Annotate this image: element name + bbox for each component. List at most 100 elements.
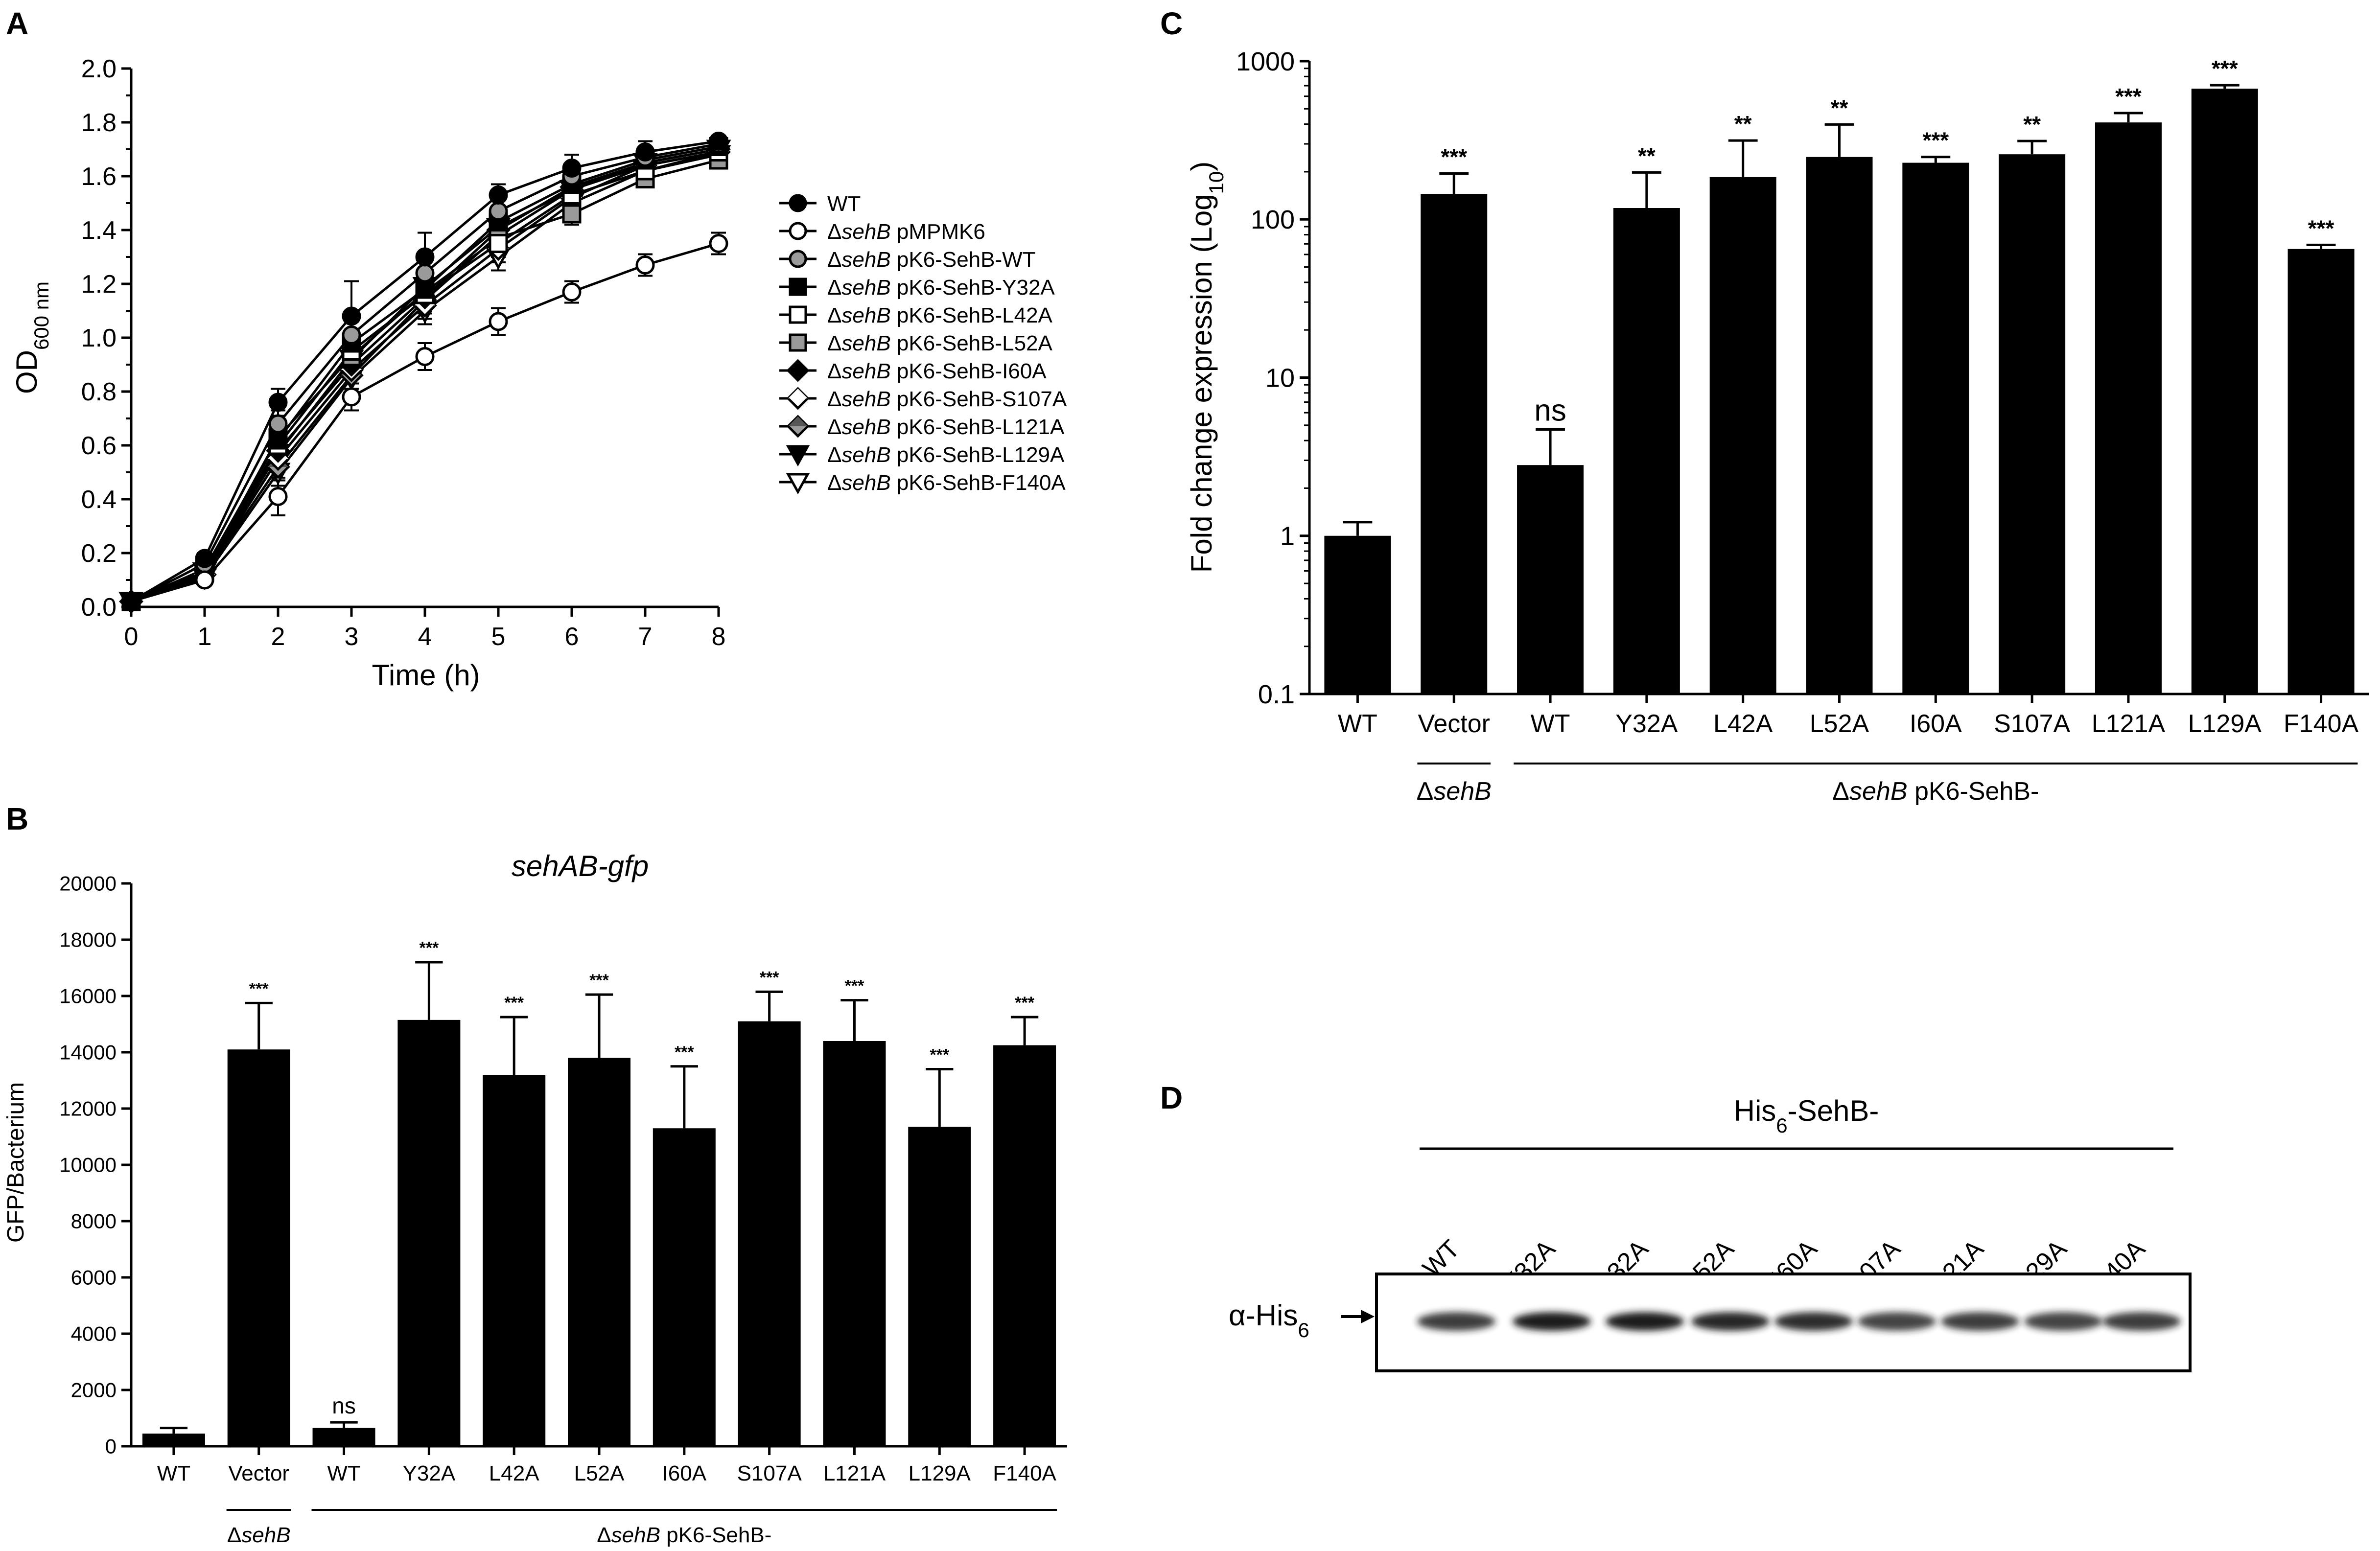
legend-marker-half [788, 389, 808, 398]
panel-c-significance: *** [1441, 144, 1467, 169]
panel-a-series [118, 132, 731, 615]
legend-entry: ΔsehB pK6-SehB-S107A [827, 387, 1067, 411]
panel-b-group-label: ΔsehB [227, 1523, 291, 1547]
panel-c-y-tick-label: 0.1 [1258, 680, 1295, 709]
panel-b-significance: *** [589, 971, 609, 990]
panel-a-y-tick-label: 1.2 [81, 270, 117, 299]
panel-b-bar [397, 1019, 461, 1446]
panel-b: B sehAB-gfp GFP/Bacterium 0 2000 4000 6000 8… [3, 801, 1067, 1547]
panel-c-bar [2191, 89, 2258, 694]
panel-b-significance: *** [1015, 994, 1034, 1012]
panel-b-y-tick-label: 16000 [59, 985, 117, 1008]
panel-b-y-tick-label: 8000 [71, 1210, 117, 1233]
panel-c-x-tick-label: Y32A [1615, 710, 1678, 738]
data-point [489, 202, 508, 221]
panel-c-significance: ** [1734, 111, 1752, 137]
panel-a-y-tick-label: 0.6 [81, 432, 117, 460]
panel-a-x-tick-label: 4 [418, 623, 432, 651]
panel-c-label: C [1160, 6, 1183, 41]
data-point [342, 306, 361, 326]
panel-c-group-label: ΔsehB pK6-SehB- [1832, 777, 2039, 806]
panel-b-y-axis-label: GFP/Bacterium [3, 1082, 29, 1243]
panel-c-bar [1709, 177, 1776, 694]
panel-c-significance: *** [2308, 215, 2334, 241]
panel-c-significance: *** [1922, 128, 1949, 153]
data-point [562, 282, 582, 301]
panel-b-x-tick-label: Y32A [403, 1461, 456, 1485]
panel-c-x-tick-label: Vector [1418, 710, 1490, 738]
panel-a-y-tick-label: 1.4 [81, 216, 117, 245]
panel-c-x-tick-label: L129A [2188, 710, 2262, 738]
data-point [268, 393, 288, 412]
data-point [268, 414, 288, 434]
blot-band [1606, 1312, 1684, 1331]
blot-band [2102, 1312, 2181, 1331]
series-line [130, 140, 719, 603]
legend-entry: ΔsehB pK6-SehB-WT [827, 248, 1036, 272]
data-point [415, 247, 435, 267]
panel-c-y-tick-label: 1 [1280, 522, 1295, 551]
panel-b-y-tick-label: 12000 [59, 1097, 117, 1120]
data-point [489, 185, 508, 205]
legend-marker [789, 222, 807, 240]
panel-a-legend: WT ΔsehB pMPMK6 ΔsehB pK6-SehB-WT ΔsehB pK6… [779, 192, 1067, 495]
blot-band [1417, 1312, 1495, 1331]
blot-antibody-label: α-His6 [1229, 1299, 1309, 1342]
panel-c: C Fold change expression (Log10) 0.1 1 10 1… [1160, 6, 2369, 806]
panel-c-x-tick-label: I60A [1910, 710, 1962, 738]
panel-b-y-tick-label: 0 [105, 1435, 117, 1458]
panel-b-x-tick-label: L129A [909, 1461, 971, 1485]
panel-c-bar [1902, 162, 1969, 694]
legend-entry: ΔsehB pK6-SehB-F140A [827, 471, 1066, 495]
panel-b-bar [142, 1434, 205, 1446]
panel-c-bar [1613, 208, 1680, 694]
data-point [415, 347, 435, 366]
panel-a-x-tick-label: 8 [712, 623, 726, 651]
panel-c-x-tick-label: L52A [1810, 710, 1869, 738]
panel-a-series-9 [124, 143, 726, 605]
panel-c-x-tick-label: L42A [1713, 710, 1773, 738]
panel-c-significance: ** [1831, 95, 1848, 120]
panel-c-bar [2095, 122, 2162, 694]
panel-c-bars: ***ns******************** [1324, 56, 2355, 694]
panel-b-bar [227, 1049, 290, 1446]
blot-band [1774, 1312, 1853, 1331]
panel-b-bar [823, 1041, 886, 1446]
panel-a-x-axis-label: Time (h) [372, 659, 480, 692]
legend-marker [789, 194, 807, 212]
panel-b-x-tick-label: I60A [662, 1461, 707, 1485]
panel-b-x-tick-label: S107A [737, 1461, 802, 1485]
panel-b-bar [738, 1021, 801, 1446]
panel-a-x-tick-label: 3 [345, 623, 359, 651]
blot-bands [1417, 1312, 2181, 1331]
panel-d-label: D [1160, 1080, 1183, 1115]
panel-a-x-tick-label: 6 [565, 623, 579, 651]
panel-c-bar [1999, 154, 2066, 694]
panel-a-x-tick-label: 2 [271, 623, 285, 651]
panel-b-bar [908, 1127, 971, 1446]
legend-entry: WT [827, 192, 861, 216]
panel-a-y-tick-label: 0.4 [81, 486, 117, 514]
panel-b-y-tick-label: 4000 [71, 1322, 117, 1345]
panel-c-significance: ** [1638, 143, 1656, 168]
data-point [121, 592, 141, 611]
panel-b-bar [653, 1128, 716, 1446]
panel-b-group-label: ΔsehB pK6-SehB- [597, 1523, 771, 1547]
panel-c-y-tick-label: 1000 [1236, 47, 1295, 76]
panel-b-y-tick-label: 14000 [59, 1041, 117, 1064]
legend-entry: ΔsehB pK6-SehB-I60A [827, 359, 1047, 383]
panel-a-series-3 [124, 140, 726, 605]
data-point [342, 325, 361, 345]
legend-entry: ΔsehB pK6-SehB-L129A [827, 443, 1065, 467]
panel-b-y-tick-label: 10000 [59, 1154, 117, 1177]
panel-b-significance: *** [504, 994, 524, 1012]
legend-marker [786, 473, 810, 495]
panel-c-x-tick-label: L121A [2092, 710, 2166, 738]
panel-b-bar [312, 1428, 375, 1446]
blot-header: His6-SehB- [1734, 1094, 1879, 1137]
legend-marker-half [788, 417, 808, 426]
blot-band [1691, 1312, 1770, 1331]
panel-c-significance: ns [1534, 394, 1566, 427]
panel-a-series-2 [124, 138, 726, 605]
legend-entry: ΔsehB pK6-SehB-Y32A [827, 276, 1055, 300]
